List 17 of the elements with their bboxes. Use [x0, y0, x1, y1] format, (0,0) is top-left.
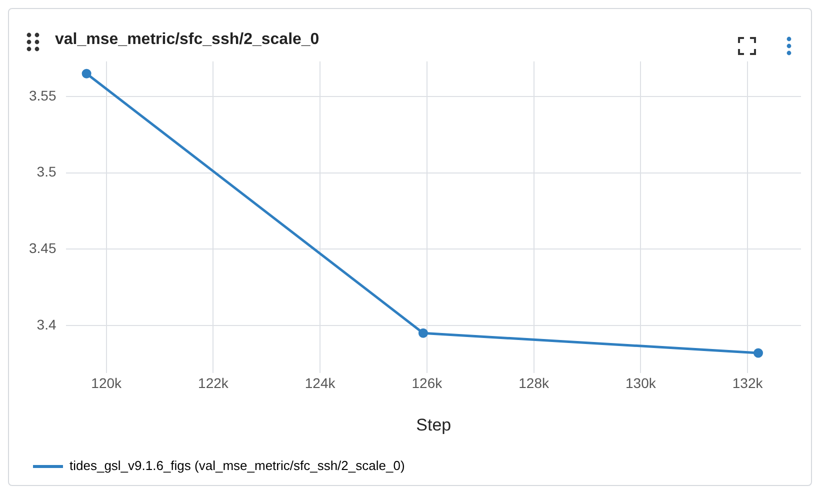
point — [82, 68, 92, 78]
point — [754, 348, 763, 358]
x-tick-label: 128k — [518, 375, 550, 392]
x-axis-title: Step — [416, 415, 452, 434]
y-tick-label: 3.45 — [29, 240, 56, 256]
x-tick-label: 124k — [304, 375, 336, 392]
y-tick-label: 3.5 — [36, 164, 56, 180]
y-tick-label: 3.55 — [29, 87, 56, 104]
x-tick-label: 120k — [91, 375, 123, 392]
point — [418, 328, 428, 338]
x-tick-label: 132k — [732, 375, 764, 392]
x-tick-label: 122k — [198, 375, 230, 392]
x-tick-label: 126k — [412, 375, 444, 392]
x-tick-label: 130k — [626, 375, 657, 392]
legend-label: tides_gsl_v9.1.6_figs (val_mse_metric/sfc_ssh/2_scale_0) — [70, 458, 405, 474]
chart-title: val_mse_metric/sfc_ssh/2_scale_0 — [55, 31, 320, 49]
y-tick-label: 3.4 — [36, 316, 56, 332]
